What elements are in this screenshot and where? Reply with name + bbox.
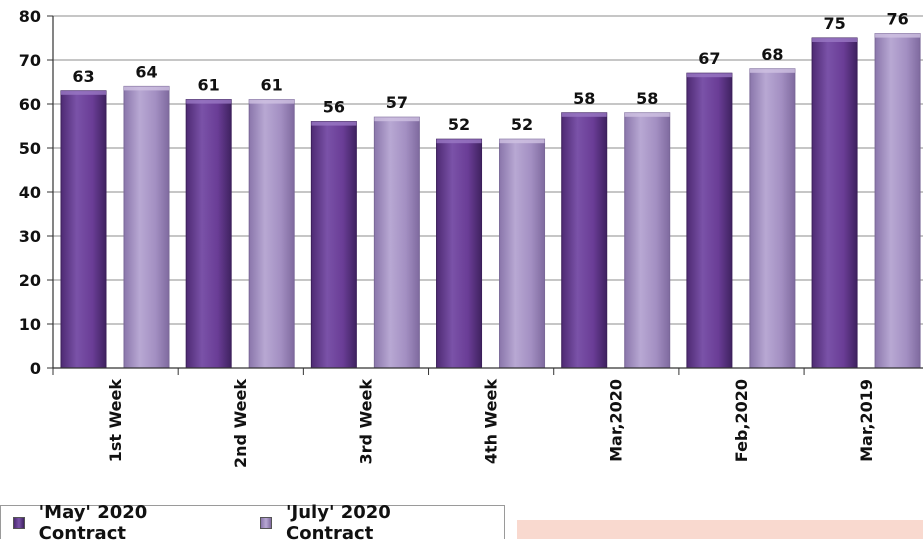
legend-item-may: 'May' 2020 Contract xyxy=(13,502,234,544)
y-tick-label-50: 50 xyxy=(19,139,41,158)
data-label-may-2020-contract-4th-week: 52 xyxy=(448,115,470,134)
data-label-may-2020-contract-3rd-week: 56 xyxy=(323,98,345,117)
bar-cap-may-2020-contract-4th-week xyxy=(436,139,482,144)
bar-cap-july-2020-contract-feb-2020 xyxy=(749,68,795,73)
x-tick-label-4th-week: 4th Week xyxy=(482,379,501,465)
bar-chart: 0 10 20 30 40 50 60 70 80 63 64 61 61 56 57 52 52 58 58 67… xyxy=(19,7,923,468)
bar-cap-may-2020-contract-mar-2019 xyxy=(812,38,858,42)
x-tick-label-mar-2019: Mar,2019 xyxy=(857,379,876,462)
bar-cap-may-2020-contract-feb-2020 xyxy=(686,73,732,78)
y-tick-label-30: 30 xyxy=(19,227,41,246)
data-label-july-2020-contract-2nd-week: 61 xyxy=(261,76,283,95)
x-axis-tick-labels: 1st Week 2nd Week 3rd Week 4th Week Mar,2020… xyxy=(106,379,876,468)
x-tick-label-3rd-week: 3rd Week xyxy=(356,379,375,465)
bar-cap-july-2020-contract-1st-week xyxy=(124,86,169,91)
bar-july-2020-contract-mar-2019 xyxy=(874,33,921,369)
bar-cap-july-2020-contract-3rd-week xyxy=(374,117,420,122)
bar-july-2020-contract-mar-2020 xyxy=(624,112,671,369)
y-tick-label-40: 40 xyxy=(19,183,41,202)
data-label-july-2020-contract-4th-week: 52 xyxy=(511,115,533,134)
bar-may-2020-contract-3rd-week xyxy=(310,121,357,369)
bar-may-2020-contract-feb-2020 xyxy=(686,72,733,369)
y-tick-label-70: 70 xyxy=(19,51,41,70)
x-tick-label-mar-2020: Mar,2020 xyxy=(607,379,626,462)
bar-may-2020-contract-2nd-week xyxy=(185,99,232,369)
data-label-july-2020-contract-mar-2019: 76 xyxy=(886,10,908,29)
bar-may-2020-contract-mar-2020 xyxy=(561,112,608,369)
bar-cap-may-2020-contract-mar-2020 xyxy=(561,112,607,117)
x-tick-label-feb-2020: Feb,2020 xyxy=(732,379,751,462)
y-tick-label-60: 60 xyxy=(19,95,41,114)
data-label-may-2020-contract-2nd-week: 61 xyxy=(198,76,220,95)
x-tick-label-1st-week: 1st Week xyxy=(106,379,125,463)
y-tick-label-10: 10 xyxy=(19,315,41,334)
legend-label-may: 'May' 2020 Contract xyxy=(38,501,148,544)
legend-label-july: 'July' 2020 Contract xyxy=(286,501,391,544)
decorative-strip xyxy=(517,520,923,539)
data-label-july-2020-contract-feb-2020: 68 xyxy=(761,45,783,64)
bar-cap-may-2020-contract-2nd-week xyxy=(186,99,232,104)
legend-swatch-july xyxy=(260,516,273,529)
legend-item-july: 'July' 2020 Contract xyxy=(260,502,478,544)
bar-may-2020-contract-mar-2019 xyxy=(811,37,858,369)
data-label-july-2020-contract-3rd-week: 57 xyxy=(386,93,408,112)
x-tick-label-2nd-week: 2nd Week xyxy=(231,379,250,468)
bar-cap-july-2020-contract-4th-week xyxy=(499,139,545,144)
bar-july-2020-contract-1st-week xyxy=(123,85,170,369)
bar-may-2020-contract-1st-week xyxy=(60,90,107,369)
data-label-july-2020-contract-1st-week: 64 xyxy=(135,62,157,81)
data-label-may-2020-contract-1st-week: 63 xyxy=(72,67,94,86)
bar-july-2020-contract-2nd-week xyxy=(248,99,295,369)
bar-cap-july-2020-contract-mar-2019 xyxy=(875,33,921,38)
data-label-may-2020-contract-feb-2020: 67 xyxy=(698,49,720,68)
bar-cap-july-2020-contract-2nd-week xyxy=(249,99,295,104)
legend-swatch-may xyxy=(13,516,25,529)
bar-cap-may-2020-contract-1st-week xyxy=(61,90,106,95)
data-label-july-2020-contract-mar-2020: 58 xyxy=(636,89,658,108)
bar-july-2020-contract-feb-2020 xyxy=(749,68,796,369)
bars: 63 64 61 61 56 57 52 52 58 58 67 68 75 76 xyxy=(60,10,921,369)
axes xyxy=(52,16,923,375)
bar-july-2020-contract-3rd-week xyxy=(373,116,420,369)
bar-cap-july-2020-contract-mar-2020 xyxy=(624,112,670,117)
y-axis-tick-labels: 0 10 20 30 40 50 60 70 80 xyxy=(19,7,53,378)
y-tick-label-20: 20 xyxy=(19,271,41,290)
y-tick-label-0: 0 xyxy=(30,359,41,378)
legend: 'May' 2020 Contract 'July' 2020 Contract xyxy=(0,502,505,544)
bar-july-2020-contract-4th-week xyxy=(499,138,546,369)
data-label-may-2020-contract-mar-2019: 75 xyxy=(823,14,845,33)
bar-cap-may-2020-contract-3rd-week xyxy=(311,121,357,126)
bar-may-2020-contract-4th-week xyxy=(436,138,483,369)
data-label-may-2020-contract-mar-2020: 58 xyxy=(573,89,595,108)
y-tick-label-80: 80 xyxy=(19,7,41,26)
